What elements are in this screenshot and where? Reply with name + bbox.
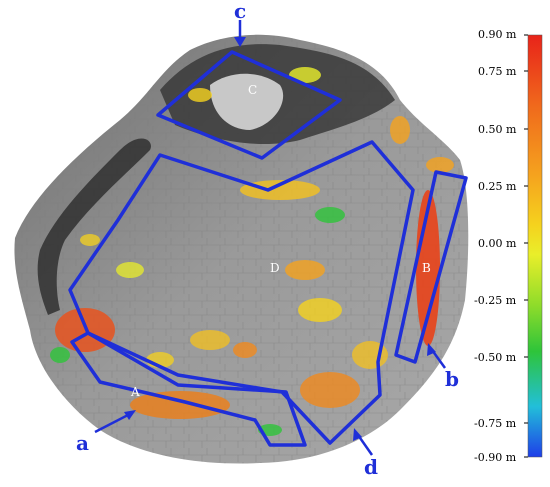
region-label-C: C: [248, 83, 257, 97]
arrow-a: [94, 412, 131, 434]
pointer-label-b: b: [445, 367, 459, 391]
legend-tick-label: 0.75 m: [478, 65, 517, 78]
pointer-label-d: d: [364, 455, 378, 479]
pointer-label-a: a: [76, 431, 89, 455]
region-label-D: D: [270, 261, 280, 275]
elevation-change-patches: [50, 67, 454, 436]
arrow-b: [430, 349, 447, 369]
change-patch: [188, 88, 212, 102]
change-patch: [80, 234, 100, 246]
change-patch: [285, 260, 325, 280]
pointer-label-c: c: [234, 0, 246, 23]
outline-A: [70, 331, 307, 447]
arrow-c-head: [234, 37, 246, 47]
change-patch: [190, 330, 230, 350]
legend-tick-label: -0.75 m: [474, 417, 517, 430]
legend-tick-label: -0.90 m: [474, 451, 517, 464]
change-patch: [240, 180, 320, 200]
change-patch: [300, 372, 360, 408]
pointer-arrows: [94, 20, 447, 456]
arrow-d: [356, 434, 374, 456]
outline-D: [68, 140, 415, 445]
outline-C: [156, 50, 342, 160]
region-label-A: A: [130, 385, 140, 399]
legend-tick-label: 0.25 m: [478, 180, 517, 193]
legend-tick-label: 0.50 m: [478, 123, 517, 136]
area-outlines: [68, 50, 468, 447]
change-patch: [233, 342, 257, 358]
color-legend: 0.90 m 0.75 m 0.50 m 0.25 m 0.00 m -0.25…: [474, 28, 543, 464]
legend-tick-label: 0.00 m: [478, 237, 517, 250]
region-label-B: B: [422, 261, 431, 275]
legend-tick-label: 0.90 m: [478, 28, 517, 41]
arrow-a-head: [124, 410, 136, 420]
change-patch: [426, 157, 454, 173]
legend-ticks: [524, 34, 528, 458]
arrow-b-head: [427, 343, 436, 356]
change-patch: [50, 347, 70, 363]
legend-tick-label: -0.50 m: [474, 351, 517, 364]
change-patch: [315, 207, 345, 223]
legend-colorbar: [527, 34, 543, 458]
hill-highlight: [210, 73, 284, 130]
outline-B: [394, 170, 468, 364]
change-patch: [130, 391, 230, 419]
change-patch: [390, 116, 410, 144]
western-ditch: [37, 138, 151, 315]
change-patch: [298, 298, 342, 322]
change-patch: [116, 262, 144, 278]
legend-tick-label: -0.25 m: [474, 294, 517, 307]
arrow-d-head: [353, 428, 362, 441]
